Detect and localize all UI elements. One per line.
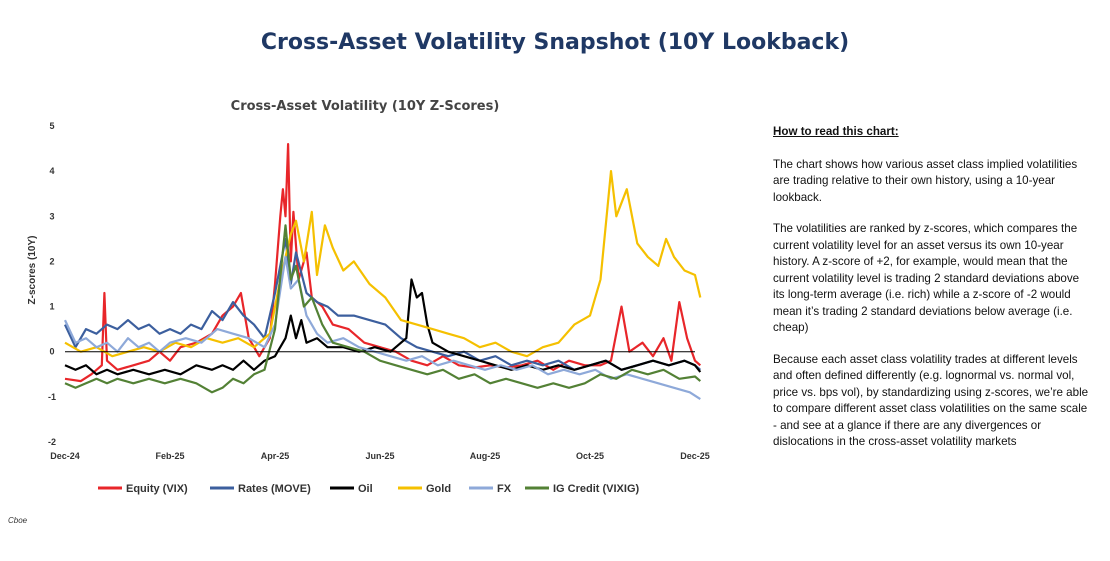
notes-paragraph: The chart shows how various asset class … (773, 157, 1078, 204)
legend-label: Equity (VIX) (126, 483, 188, 495)
x-tick-label: Dec-24 (50, 451, 80, 461)
x-tick-label: Aug-25 (470, 451, 501, 461)
y-tick-label: -2 (48, 437, 56, 447)
notes-paragraph: The volatilities are ranked by z-scores,… (773, 222, 1080, 334)
series-line-3 (64, 278, 702, 376)
legend-label: Oil (358, 483, 373, 495)
chart-legend: Equity (VIX) Rates (MOVE) Oil Gold FX IG Cred… (98, 483, 640, 495)
y-tick-label: -1 (48, 392, 56, 402)
legend-label: FX (497, 483, 512, 495)
x-tick-label: Jun-25 (365, 451, 394, 461)
y-tick-label: 0 (49, 347, 54, 357)
y-tick-label: 2 (49, 256, 54, 266)
series-line-6 (64, 224, 702, 394)
y-tick-label: 3 (49, 211, 54, 221)
y-tick-label: 5 (49, 121, 54, 131)
y-tick-label: 1 (49, 302, 54, 312)
series-line-1 (64, 143, 702, 383)
series-line-4 (64, 170, 702, 358)
x-tick-label: Oct-25 (576, 451, 604, 461)
y-axis-ticks: 5 4 3 2 1 0 -1 -2 (48, 121, 56, 447)
y-tick-label: 4 (49, 166, 54, 176)
chart-title: Cross-Asset Volatility (10Y Z-Scores) (231, 99, 500, 114)
source-note: Cboe (8, 516, 28, 525)
legend-label: Gold (426, 483, 451, 495)
x-tick-label: Feb-25 (155, 451, 184, 461)
legend-label: Rates (MOVE) (238, 483, 311, 495)
notes-heading: How to read this chart: (773, 125, 899, 138)
x-tick-label: Apr-25 (261, 451, 290, 461)
notes-paragraph: Because each asset class volatility trad… (773, 352, 1089, 449)
x-axis-ticks: Dec-24 Feb-25 Apr-25 Jun-25 Aug-25 Oct-25 Dec-… (50, 451, 710, 461)
series-line-5 (64, 255, 701, 401)
chart-notes: How to read this chart: The chart shows … (773, 124, 1093, 466)
volatility-chart: Cross-Asset Volatility (10Y Z-Scores) Z-… (27, 99, 710, 495)
legend-label: IG Credit (VIXIG) (553, 483, 640, 495)
series-lines (64, 143, 702, 401)
x-tick-label: Dec-25 (680, 451, 710, 461)
y-axis-label: Z-scores (10Y) (27, 236, 38, 305)
page-title: Cross-Asset Volatility Snapshot (10Y Loo… (260, 30, 850, 55)
